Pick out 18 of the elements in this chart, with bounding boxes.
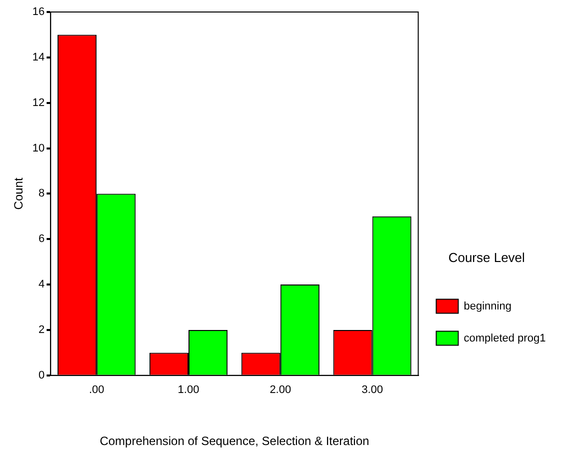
x-tick-label: 2.00 [270, 384, 292, 396]
y-tick-label: 4 [38, 278, 45, 291]
y-tick-label: 14 [32, 51, 45, 64]
y-tick-label: 8 [38, 188, 45, 200]
legend-label: completed prog1 [464, 332, 546, 344]
x-tick-label: 1.00 [178, 384, 200, 396]
y-tick-label: 16 [32, 6, 45, 18]
x-axis-title: Comprehension of Sequence, Selection & Iteration [100, 434, 370, 448]
y-tick-label: 10 [32, 142, 45, 154]
y-tick-label: 0 [38, 369, 45, 382]
x-tick-label: .00 [88, 384, 104, 396]
legend-label: beginning [464, 300, 512, 312]
y-tick-label: 2 [38, 324, 45, 336]
y-tick-label: 6 [38, 233, 45, 246]
y-axis-title: Count [12, 177, 26, 210]
legend-title: Course Level [448, 250, 526, 265]
y-tick-label: 12 [32, 96, 45, 109]
x-tick-label: 3.00 [362, 384, 384, 396]
